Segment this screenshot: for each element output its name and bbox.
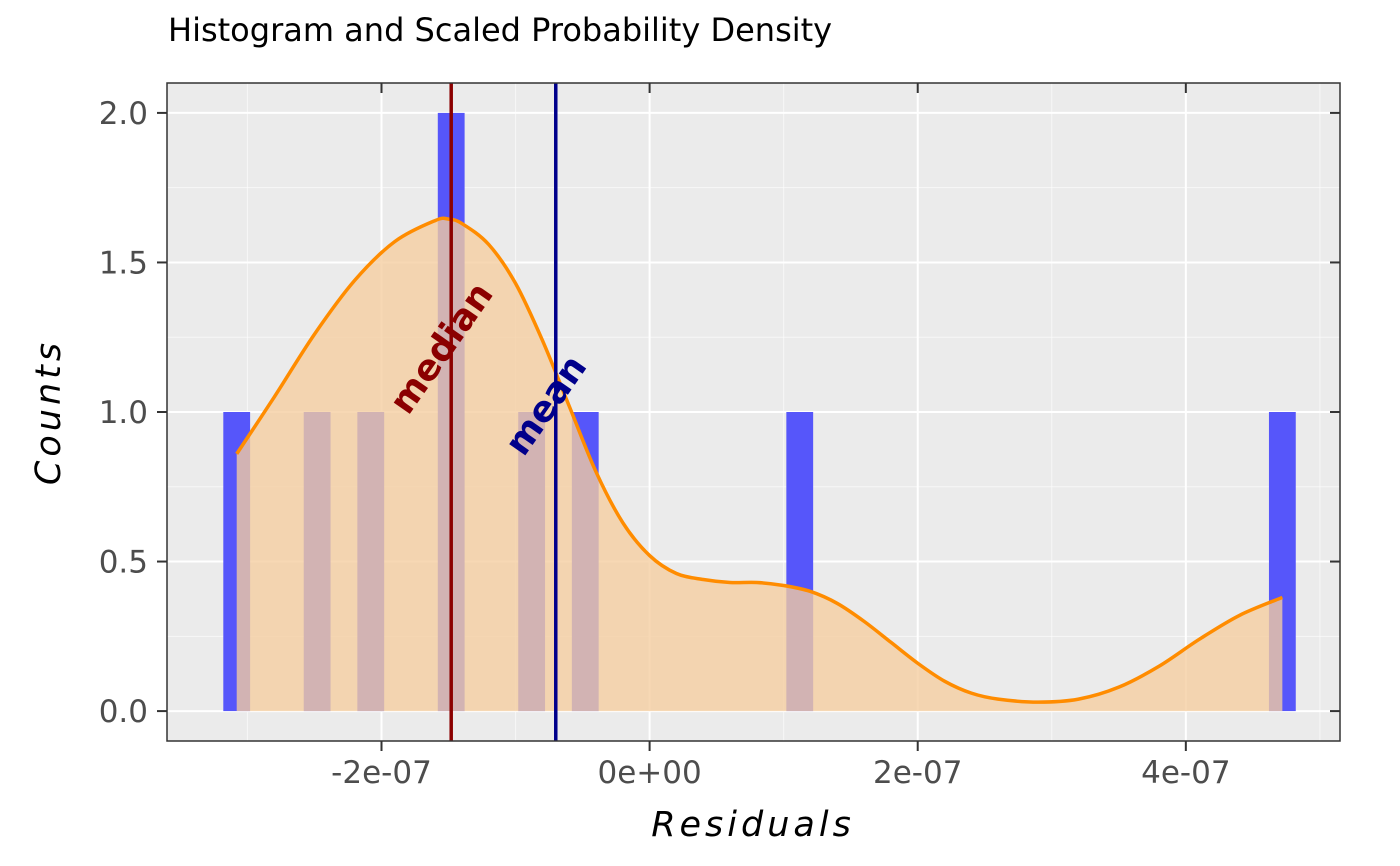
y-tick-label: 2.0 xyxy=(99,96,148,132)
y-tick-label: 1.0 xyxy=(99,395,148,431)
y-axis-title: Counts xyxy=(29,339,69,485)
x-tick-label: -2e-07 xyxy=(331,755,432,791)
density-fill xyxy=(236,218,1283,712)
axis-ticks xyxy=(157,83,1340,751)
y-tick-label: 1.5 xyxy=(99,245,148,281)
y-axis-tick-labels: 0.0 0.5 1.0 1.5 2.0 xyxy=(99,96,148,730)
chart-title: Histogram and Scaled Probability Density xyxy=(168,11,832,49)
x-axis-title: Residuals xyxy=(651,805,855,845)
x-axis-tick-labels: -2e-07 0e+00 2e-07 4e-07 xyxy=(331,755,1230,791)
density-line xyxy=(235,216,1284,704)
y-tick-label: 0.0 xyxy=(99,694,148,730)
x-tick-label: 2e-07 xyxy=(873,755,962,791)
x-tick-label: 0e+00 xyxy=(597,755,701,791)
density-curve xyxy=(235,216,1284,712)
x-tick-label: 4e-07 xyxy=(1141,755,1230,791)
y-tick-label: 0.5 xyxy=(99,545,148,581)
